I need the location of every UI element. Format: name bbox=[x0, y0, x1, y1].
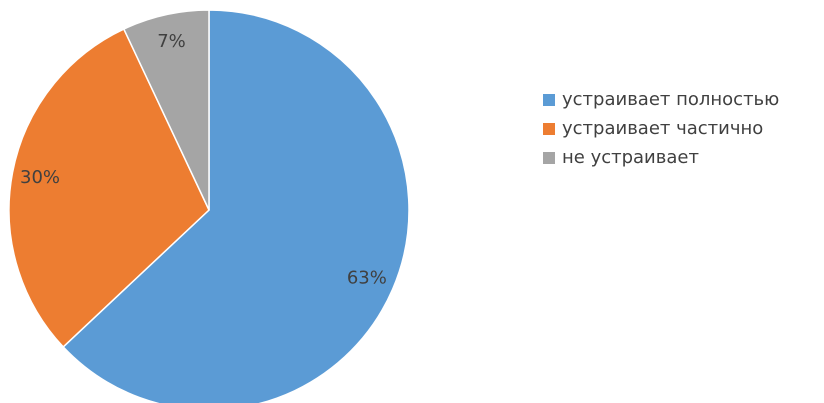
data-label: 30% bbox=[20, 167, 60, 188]
legend-label: не устраивает bbox=[562, 147, 699, 168]
pie-slice bbox=[62, 9, 410, 403]
legend-label: устраивает частично bbox=[562, 118, 763, 139]
data-label: 7% bbox=[157, 31, 186, 52]
pie-slice bbox=[8, 28, 210, 348]
legend-swatch bbox=[543, 152, 555, 164]
legend-swatch bbox=[543, 94, 555, 106]
legend-swatch bbox=[543, 123, 555, 135]
data-label: 63% bbox=[347, 267, 387, 288]
pie-slice bbox=[122, 9, 210, 211]
legend-label: устраивает полностью bbox=[562, 89, 779, 110]
